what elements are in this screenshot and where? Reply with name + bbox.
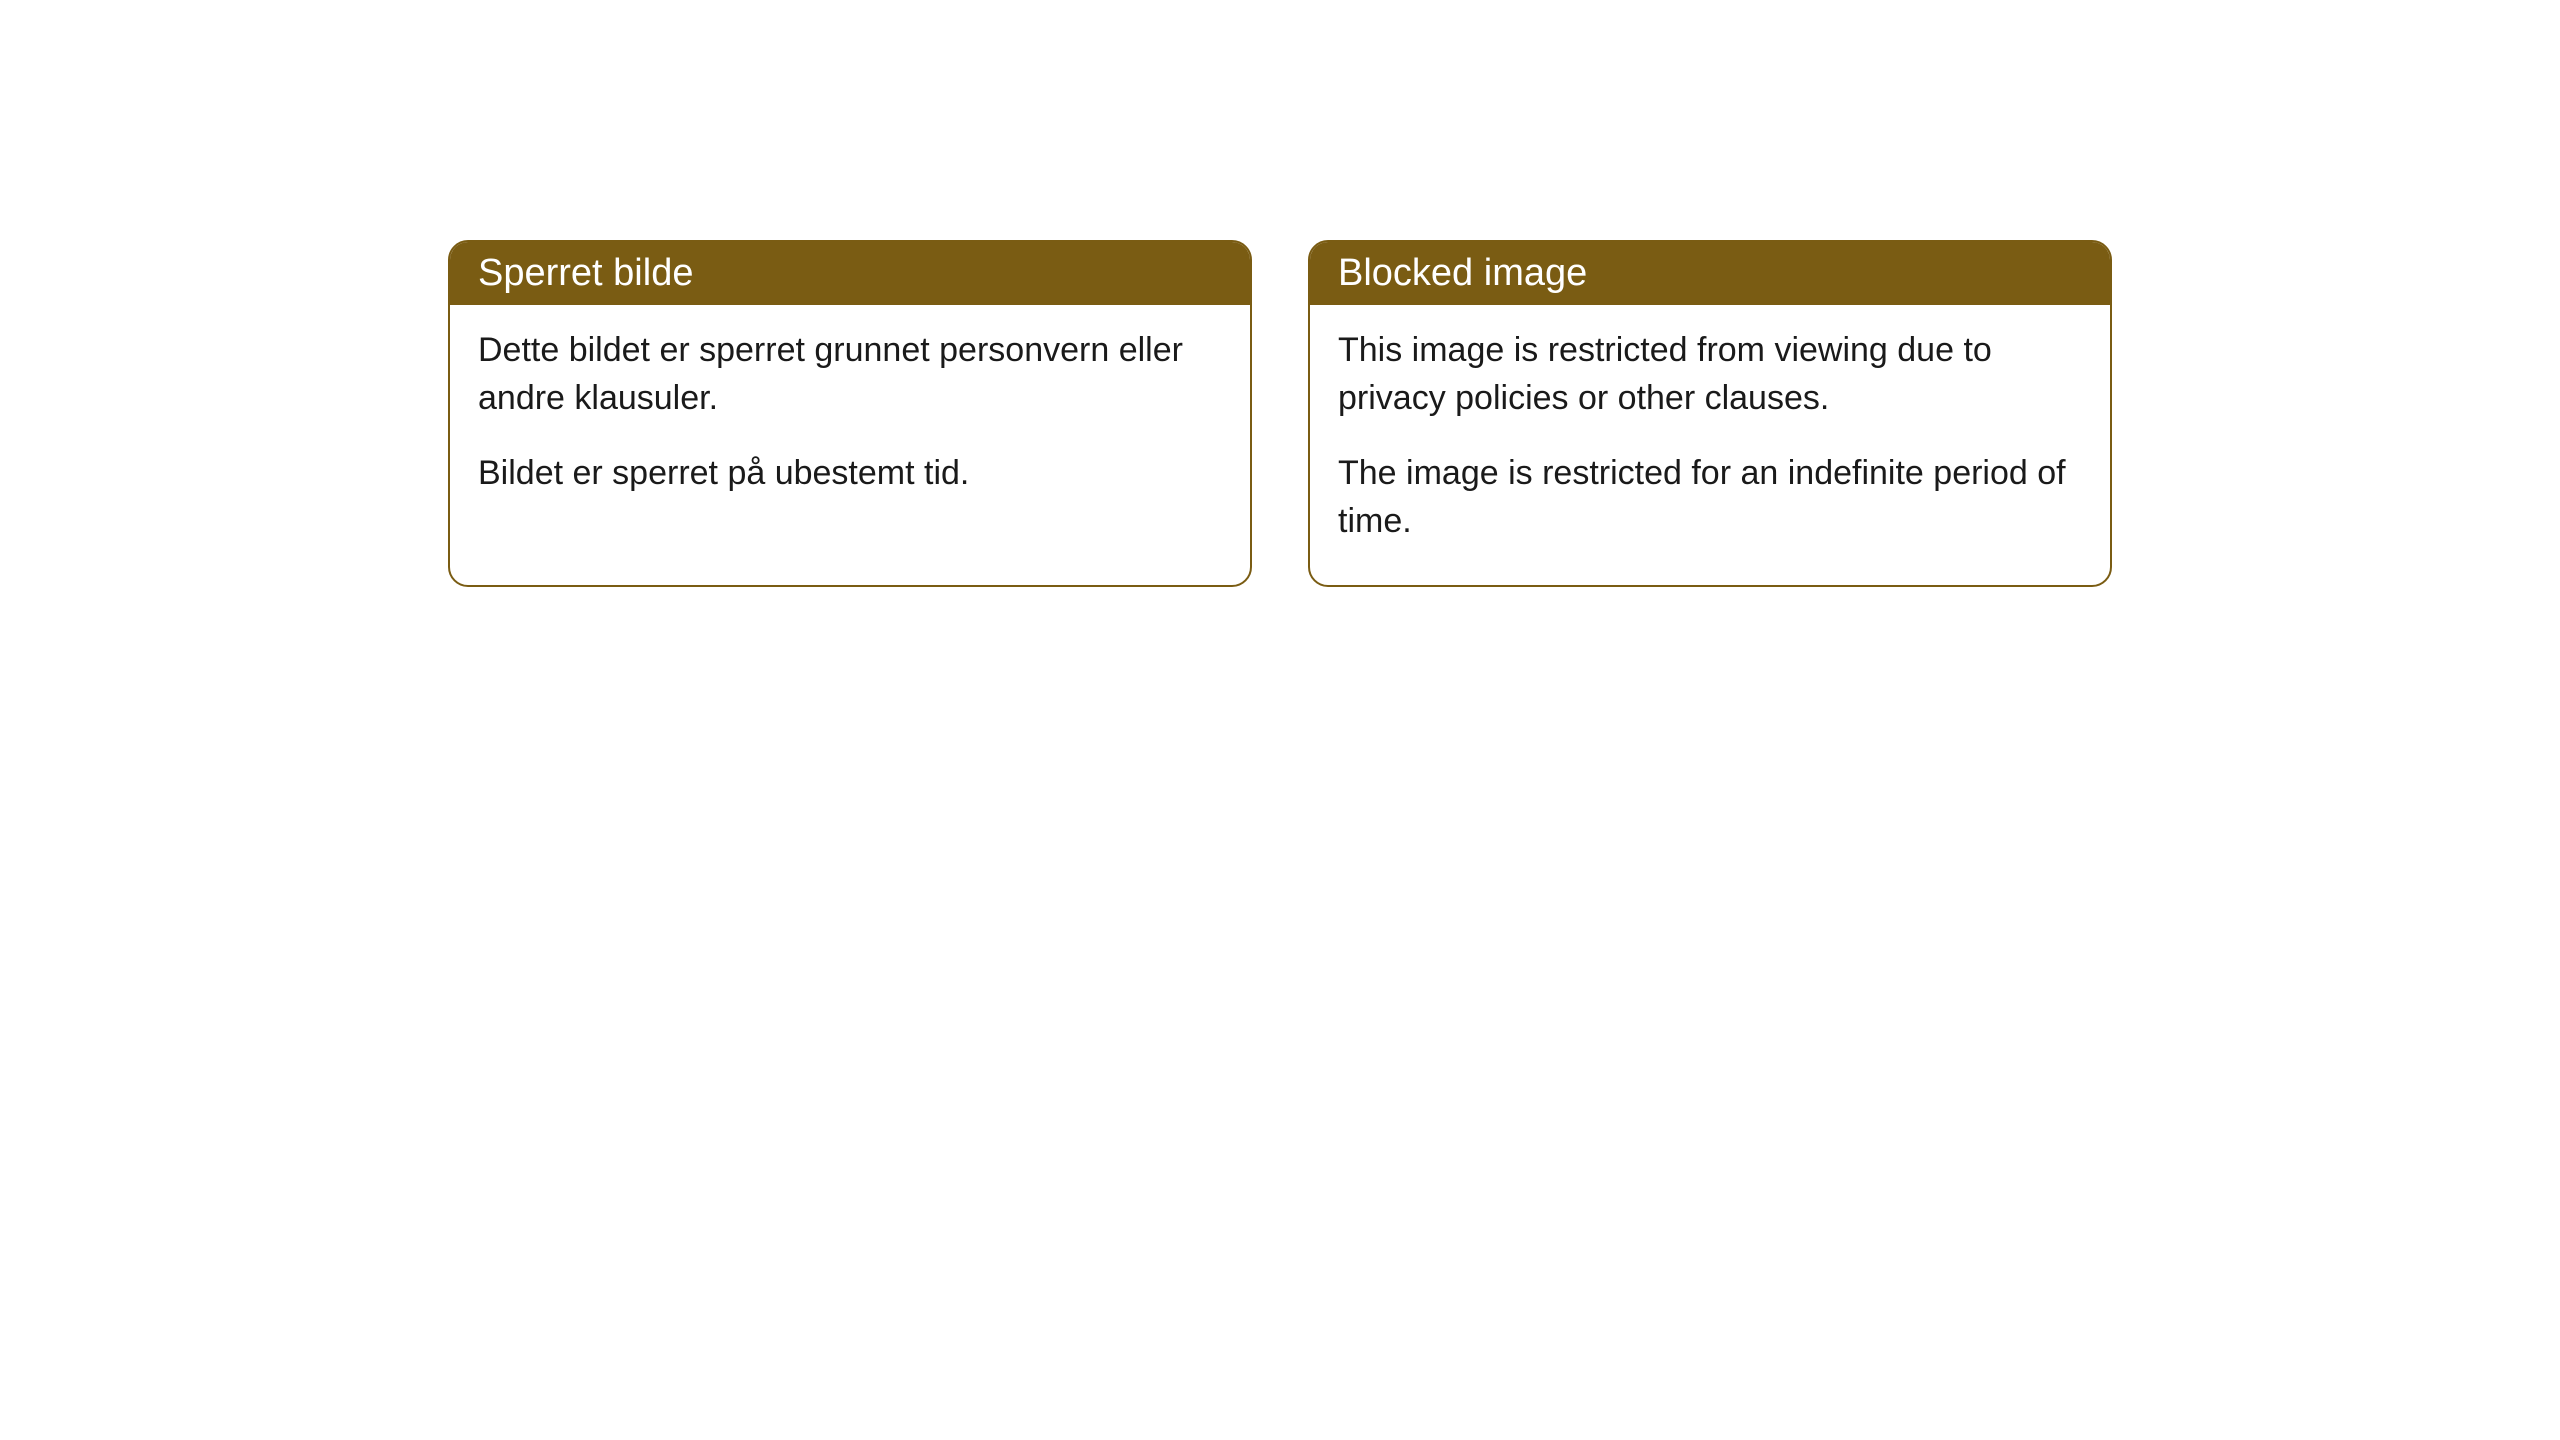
card-paragraph: The image is restricted for an indefinit… — [1338, 450, 2082, 545]
notice-cards-container: Sperret bilde Dette bildet er sperret gr… — [448, 240, 2560, 587]
card-body-norwegian: Dette bildet er sperret grunnet personve… — [450, 305, 1250, 538]
card-title-norwegian: Sperret bilde — [450, 242, 1250, 305]
card-title-english: Blocked image — [1310, 242, 2110, 305]
notice-card-norwegian: Sperret bilde Dette bildet er sperret gr… — [448, 240, 1252, 587]
card-paragraph: Bildet er sperret på ubestemt tid. — [478, 450, 1222, 498]
notice-card-english: Blocked image This image is restricted f… — [1308, 240, 2112, 587]
card-paragraph: Dette bildet er sperret grunnet personve… — [478, 327, 1222, 422]
card-paragraph: This image is restricted from viewing du… — [1338, 327, 2082, 422]
card-body-english: This image is restricted from viewing du… — [1310, 305, 2110, 585]
